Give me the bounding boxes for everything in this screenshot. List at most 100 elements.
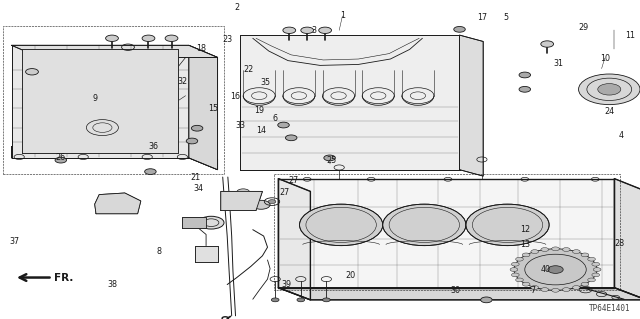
Circle shape	[579, 74, 640, 105]
Circle shape	[55, 157, 67, 163]
Text: 20: 20	[346, 271, 356, 280]
Circle shape	[519, 86, 531, 92]
Text: 27: 27	[280, 189, 290, 197]
Text: 9: 9	[92, 94, 97, 103]
Text: 22: 22	[243, 65, 253, 74]
Text: 15: 15	[208, 104, 218, 113]
Polygon shape	[95, 193, 141, 214]
Circle shape	[581, 282, 589, 286]
Text: 14: 14	[256, 126, 266, 135]
Circle shape	[26, 69, 38, 75]
Circle shape	[323, 298, 330, 302]
Text: 38: 38	[107, 280, 117, 289]
Text: 10: 10	[600, 54, 610, 63]
Text: 7: 7	[530, 286, 535, 295]
Circle shape	[278, 122, 289, 128]
Circle shape	[319, 27, 332, 33]
Circle shape	[252, 200, 270, 209]
Text: 33: 33	[235, 121, 245, 130]
Text: 18: 18	[196, 44, 207, 53]
Circle shape	[593, 268, 601, 271]
Text: 29: 29	[579, 23, 589, 32]
Text: 32: 32	[177, 77, 188, 86]
Text: FR.: FR.	[54, 272, 74, 283]
Polygon shape	[278, 288, 640, 300]
Text: 30: 30	[451, 286, 461, 295]
Circle shape	[165, 35, 178, 41]
Circle shape	[271, 298, 279, 302]
Polygon shape	[12, 147, 218, 170]
Text: 35: 35	[260, 78, 271, 87]
Circle shape	[592, 262, 600, 266]
Circle shape	[531, 250, 539, 254]
Polygon shape	[278, 179, 310, 300]
Text: 12: 12	[520, 225, 530, 234]
Text: 37: 37	[9, 237, 19, 246]
Text: 31: 31	[553, 59, 563, 68]
Circle shape	[268, 200, 276, 204]
Text: 25: 25	[326, 156, 337, 165]
Circle shape	[324, 155, 335, 161]
Circle shape	[548, 266, 563, 273]
Text: 24: 24	[604, 107, 614, 115]
Circle shape	[552, 247, 559, 251]
Polygon shape	[12, 45, 218, 57]
Circle shape	[522, 253, 530, 257]
Circle shape	[598, 84, 621, 95]
Circle shape	[106, 35, 118, 41]
Polygon shape	[12, 45, 189, 158]
Circle shape	[454, 26, 465, 32]
Text: 2: 2	[234, 3, 239, 11]
Text: 23: 23	[222, 35, 232, 44]
Text: 40: 40	[540, 265, 550, 274]
Circle shape	[300, 204, 383, 246]
Text: 8: 8	[156, 247, 161, 256]
Circle shape	[581, 253, 589, 257]
Polygon shape	[460, 35, 483, 176]
Circle shape	[563, 288, 570, 292]
Text: 34: 34	[193, 184, 204, 193]
Text: 27: 27	[288, 176, 298, 185]
Text: 36: 36	[148, 142, 159, 151]
Circle shape	[383, 204, 466, 246]
Circle shape	[541, 288, 548, 292]
Circle shape	[522, 282, 530, 286]
Polygon shape	[240, 163, 460, 170]
Circle shape	[283, 27, 296, 33]
Circle shape	[592, 273, 600, 277]
Circle shape	[552, 288, 559, 292]
Circle shape	[588, 278, 595, 282]
Text: 13: 13	[520, 240, 530, 249]
Circle shape	[563, 248, 570, 251]
Circle shape	[191, 125, 203, 131]
Circle shape	[198, 216, 224, 229]
Text: 19: 19	[254, 106, 264, 115]
Circle shape	[142, 35, 155, 41]
Polygon shape	[614, 179, 640, 300]
Polygon shape	[195, 246, 218, 262]
Circle shape	[541, 248, 548, 251]
Circle shape	[186, 138, 198, 144]
Text: 3: 3	[311, 26, 316, 35]
Text: TP64E1401: TP64E1401	[589, 304, 630, 313]
Polygon shape	[240, 35, 460, 170]
Text: 21: 21	[190, 173, 200, 182]
Circle shape	[572, 286, 580, 289]
Circle shape	[297, 298, 305, 302]
Polygon shape	[278, 179, 614, 288]
Text: 26: 26	[56, 153, 66, 162]
Text: 11: 11	[625, 31, 636, 40]
Polygon shape	[22, 49, 178, 153]
Circle shape	[531, 286, 538, 289]
Circle shape	[514, 249, 597, 290]
Circle shape	[511, 262, 519, 266]
Text: 17: 17	[477, 13, 487, 22]
Circle shape	[510, 268, 518, 271]
Circle shape	[519, 72, 531, 78]
Circle shape	[301, 27, 314, 33]
Text: 6: 6	[273, 114, 278, 122]
Circle shape	[511, 273, 519, 277]
Circle shape	[481, 297, 492, 303]
Circle shape	[572, 250, 580, 254]
Circle shape	[516, 278, 524, 282]
